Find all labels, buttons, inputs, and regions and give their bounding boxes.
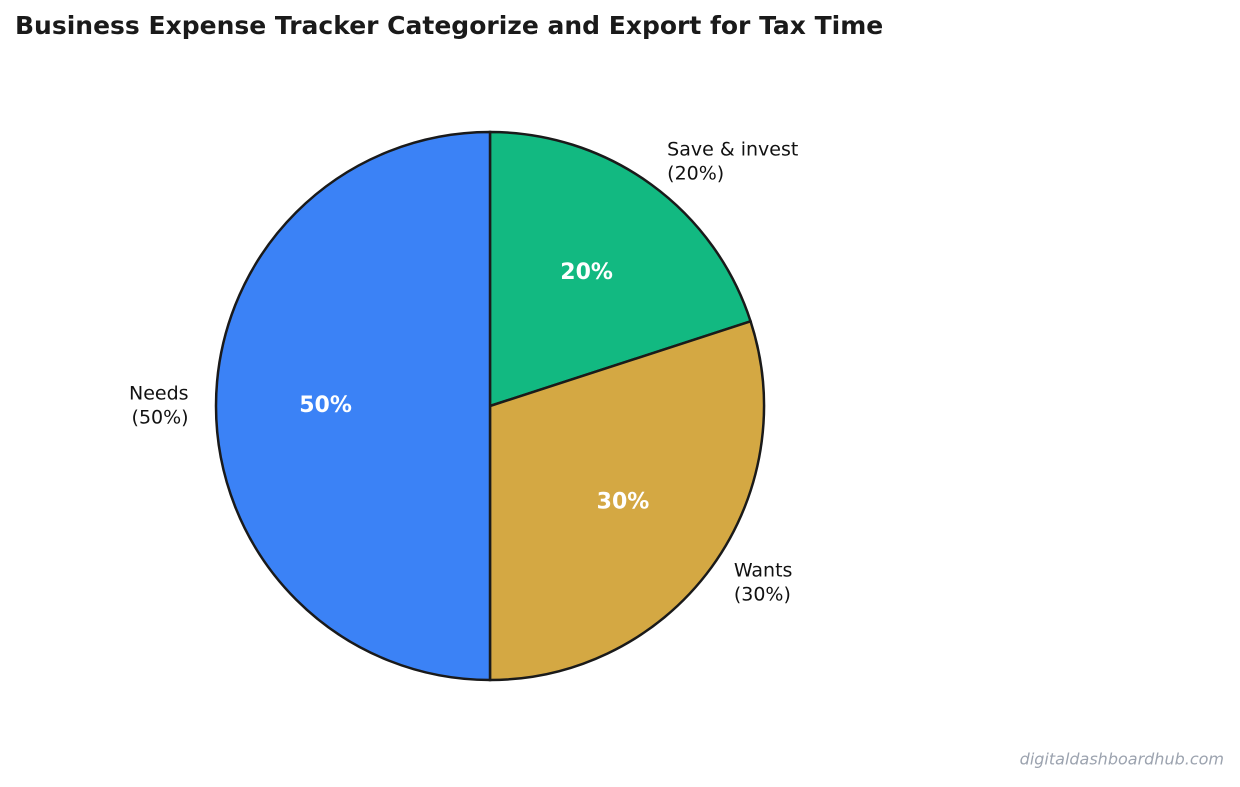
slice-percent-label: (30%) bbox=[734, 584, 791, 606]
pie-slice bbox=[488, 319, 766, 682]
slice-percent-label: (50%) bbox=[132, 407, 189, 429]
pie-slice bbox=[488, 130, 753, 408]
slice-category-label: Needs bbox=[129, 383, 189, 405]
pie-slice bbox=[214, 130, 492, 682]
slice-category-label: Wants bbox=[734, 560, 793, 582]
chart-title: Business Expense Tracker Categorize and … bbox=[15, 11, 883, 40]
slice-value-label: 50% bbox=[299, 393, 352, 418]
slice-category-label: Save & invest bbox=[667, 139, 798, 161]
slice-value-label: 30% bbox=[597, 490, 650, 515]
watermark: digitaldashboardhub.com bbox=[1020, 750, 1224, 769]
slice-percent-label: (20%) bbox=[667, 163, 724, 185]
slice-value-label: 20% bbox=[560, 260, 613, 285]
